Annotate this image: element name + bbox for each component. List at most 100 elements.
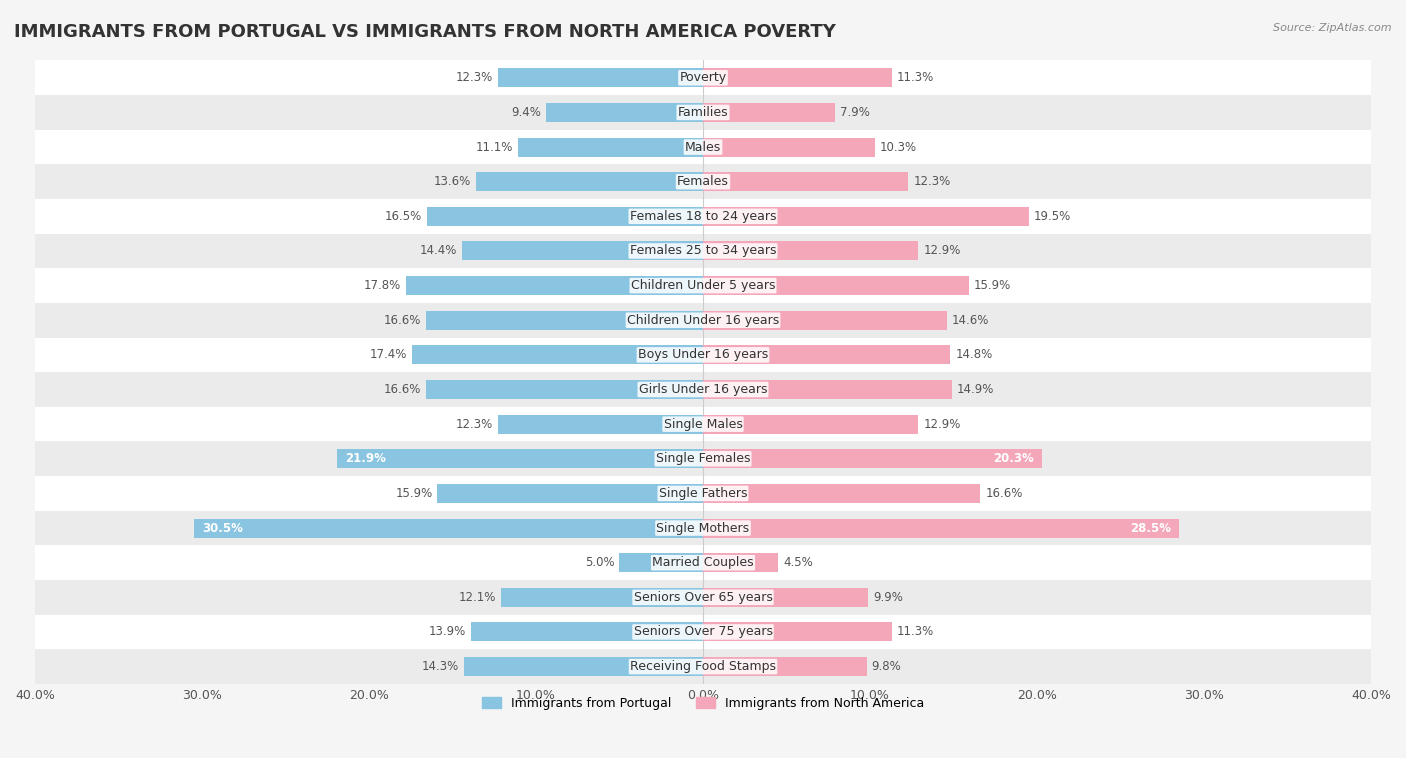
Text: 19.5%: 19.5% <box>1033 210 1071 223</box>
Text: 4.5%: 4.5% <box>783 556 813 569</box>
Text: 30.5%: 30.5% <box>202 522 243 534</box>
Text: Receiving Food Stamps: Receiving Food Stamps <box>630 660 776 673</box>
Text: Poverty: Poverty <box>679 71 727 84</box>
Text: Males: Males <box>685 140 721 154</box>
Text: Single Mothers: Single Mothers <box>657 522 749 534</box>
Bar <box>427 207 703 226</box>
Bar <box>703 553 778 572</box>
Bar <box>35 199 1371 233</box>
Text: 9.9%: 9.9% <box>873 590 903 604</box>
Bar <box>35 545 1371 580</box>
Bar <box>35 303 1371 337</box>
Bar <box>703 587 869 607</box>
Bar <box>35 268 1371 303</box>
Text: 11.3%: 11.3% <box>897 625 934 638</box>
Bar <box>471 622 703 641</box>
Text: Females 25 to 34 years: Females 25 to 34 years <box>630 245 776 258</box>
Bar <box>464 657 703 676</box>
Bar <box>426 380 703 399</box>
Bar <box>703 346 950 365</box>
Bar <box>35 511 1371 545</box>
Bar <box>703 68 891 87</box>
Text: Females: Females <box>678 175 728 188</box>
Text: 12.3%: 12.3% <box>456 418 492 431</box>
Bar <box>35 61 1371 95</box>
Text: Source: ZipAtlas.com: Source: ZipAtlas.com <box>1274 23 1392 33</box>
Bar <box>703 380 952 399</box>
Bar <box>703 207 1029 226</box>
Bar <box>620 553 703 572</box>
Bar <box>703 484 980 503</box>
Text: Single Fathers: Single Fathers <box>659 487 747 500</box>
Bar <box>35 441 1371 476</box>
Text: 16.6%: 16.6% <box>384 314 420 327</box>
Text: Families: Families <box>678 106 728 119</box>
Bar <box>35 476 1371 511</box>
Text: Females 18 to 24 years: Females 18 to 24 years <box>630 210 776 223</box>
Text: IMMIGRANTS FROM PORTUGAL VS IMMIGRANTS FROM NORTH AMERICA POVERTY: IMMIGRANTS FROM PORTUGAL VS IMMIGRANTS F… <box>14 23 837 41</box>
Bar <box>437 484 703 503</box>
Bar <box>501 587 703 607</box>
Bar <box>703 137 875 157</box>
Text: 20.3%: 20.3% <box>993 453 1033 465</box>
Text: Children Under 16 years: Children Under 16 years <box>627 314 779 327</box>
Text: 17.8%: 17.8% <box>364 279 401 292</box>
Text: Children Under 5 years: Children Under 5 years <box>631 279 775 292</box>
Text: Girls Under 16 years: Girls Under 16 years <box>638 383 768 396</box>
Bar <box>35 372 1371 407</box>
Bar <box>703 311 946 330</box>
Bar <box>703 518 1180 537</box>
Text: 10.3%: 10.3% <box>880 140 917 154</box>
Text: 12.9%: 12.9% <box>924 245 960 258</box>
Bar <box>35 580 1371 615</box>
Bar <box>546 103 703 122</box>
Text: 13.9%: 13.9% <box>429 625 465 638</box>
Text: 11.3%: 11.3% <box>897 71 934 84</box>
Bar <box>703 276 969 295</box>
Text: 21.9%: 21.9% <box>346 453 387 465</box>
Bar <box>194 518 703 537</box>
Bar <box>35 95 1371 130</box>
Text: 16.6%: 16.6% <box>986 487 1022 500</box>
Bar <box>412 346 703 365</box>
Bar <box>703 242 918 261</box>
Text: 16.5%: 16.5% <box>385 210 422 223</box>
Bar <box>703 622 891 641</box>
Bar <box>406 276 703 295</box>
Text: 12.1%: 12.1% <box>458 590 496 604</box>
Legend: Immigrants from Portugal, Immigrants from North America: Immigrants from Portugal, Immigrants fro… <box>477 692 929 715</box>
Text: Seniors Over 65 years: Seniors Over 65 years <box>634 590 772 604</box>
Text: Seniors Over 75 years: Seniors Over 75 years <box>634 625 772 638</box>
Text: 13.6%: 13.6% <box>433 175 471 188</box>
Text: 7.9%: 7.9% <box>839 106 870 119</box>
Text: Married Couples: Married Couples <box>652 556 754 569</box>
Bar <box>35 650 1371 684</box>
Bar <box>35 337 1371 372</box>
Bar <box>703 449 1042 468</box>
Text: 28.5%: 28.5% <box>1129 522 1171 534</box>
Text: 12.3%: 12.3% <box>914 175 950 188</box>
Bar <box>35 407 1371 441</box>
Bar <box>35 130 1371 164</box>
Text: Single Females: Single Females <box>655 453 751 465</box>
Text: 15.9%: 15.9% <box>395 487 433 500</box>
Bar <box>35 233 1371 268</box>
Bar <box>426 311 703 330</box>
Bar <box>517 137 703 157</box>
Text: 9.4%: 9.4% <box>512 106 541 119</box>
Text: 14.9%: 14.9% <box>957 383 994 396</box>
Bar <box>475 172 703 191</box>
Text: 5.0%: 5.0% <box>585 556 614 569</box>
Bar <box>703 657 866 676</box>
Bar <box>703 172 908 191</box>
Bar <box>498 68 703 87</box>
Text: 12.9%: 12.9% <box>924 418 960 431</box>
Bar <box>498 415 703 434</box>
Text: 11.1%: 11.1% <box>475 140 513 154</box>
Text: 14.3%: 14.3% <box>422 660 460 673</box>
Text: 17.4%: 17.4% <box>370 349 408 362</box>
Text: 12.3%: 12.3% <box>456 71 492 84</box>
Text: 14.6%: 14.6% <box>952 314 990 327</box>
Bar <box>703 103 835 122</box>
Text: 15.9%: 15.9% <box>973 279 1011 292</box>
